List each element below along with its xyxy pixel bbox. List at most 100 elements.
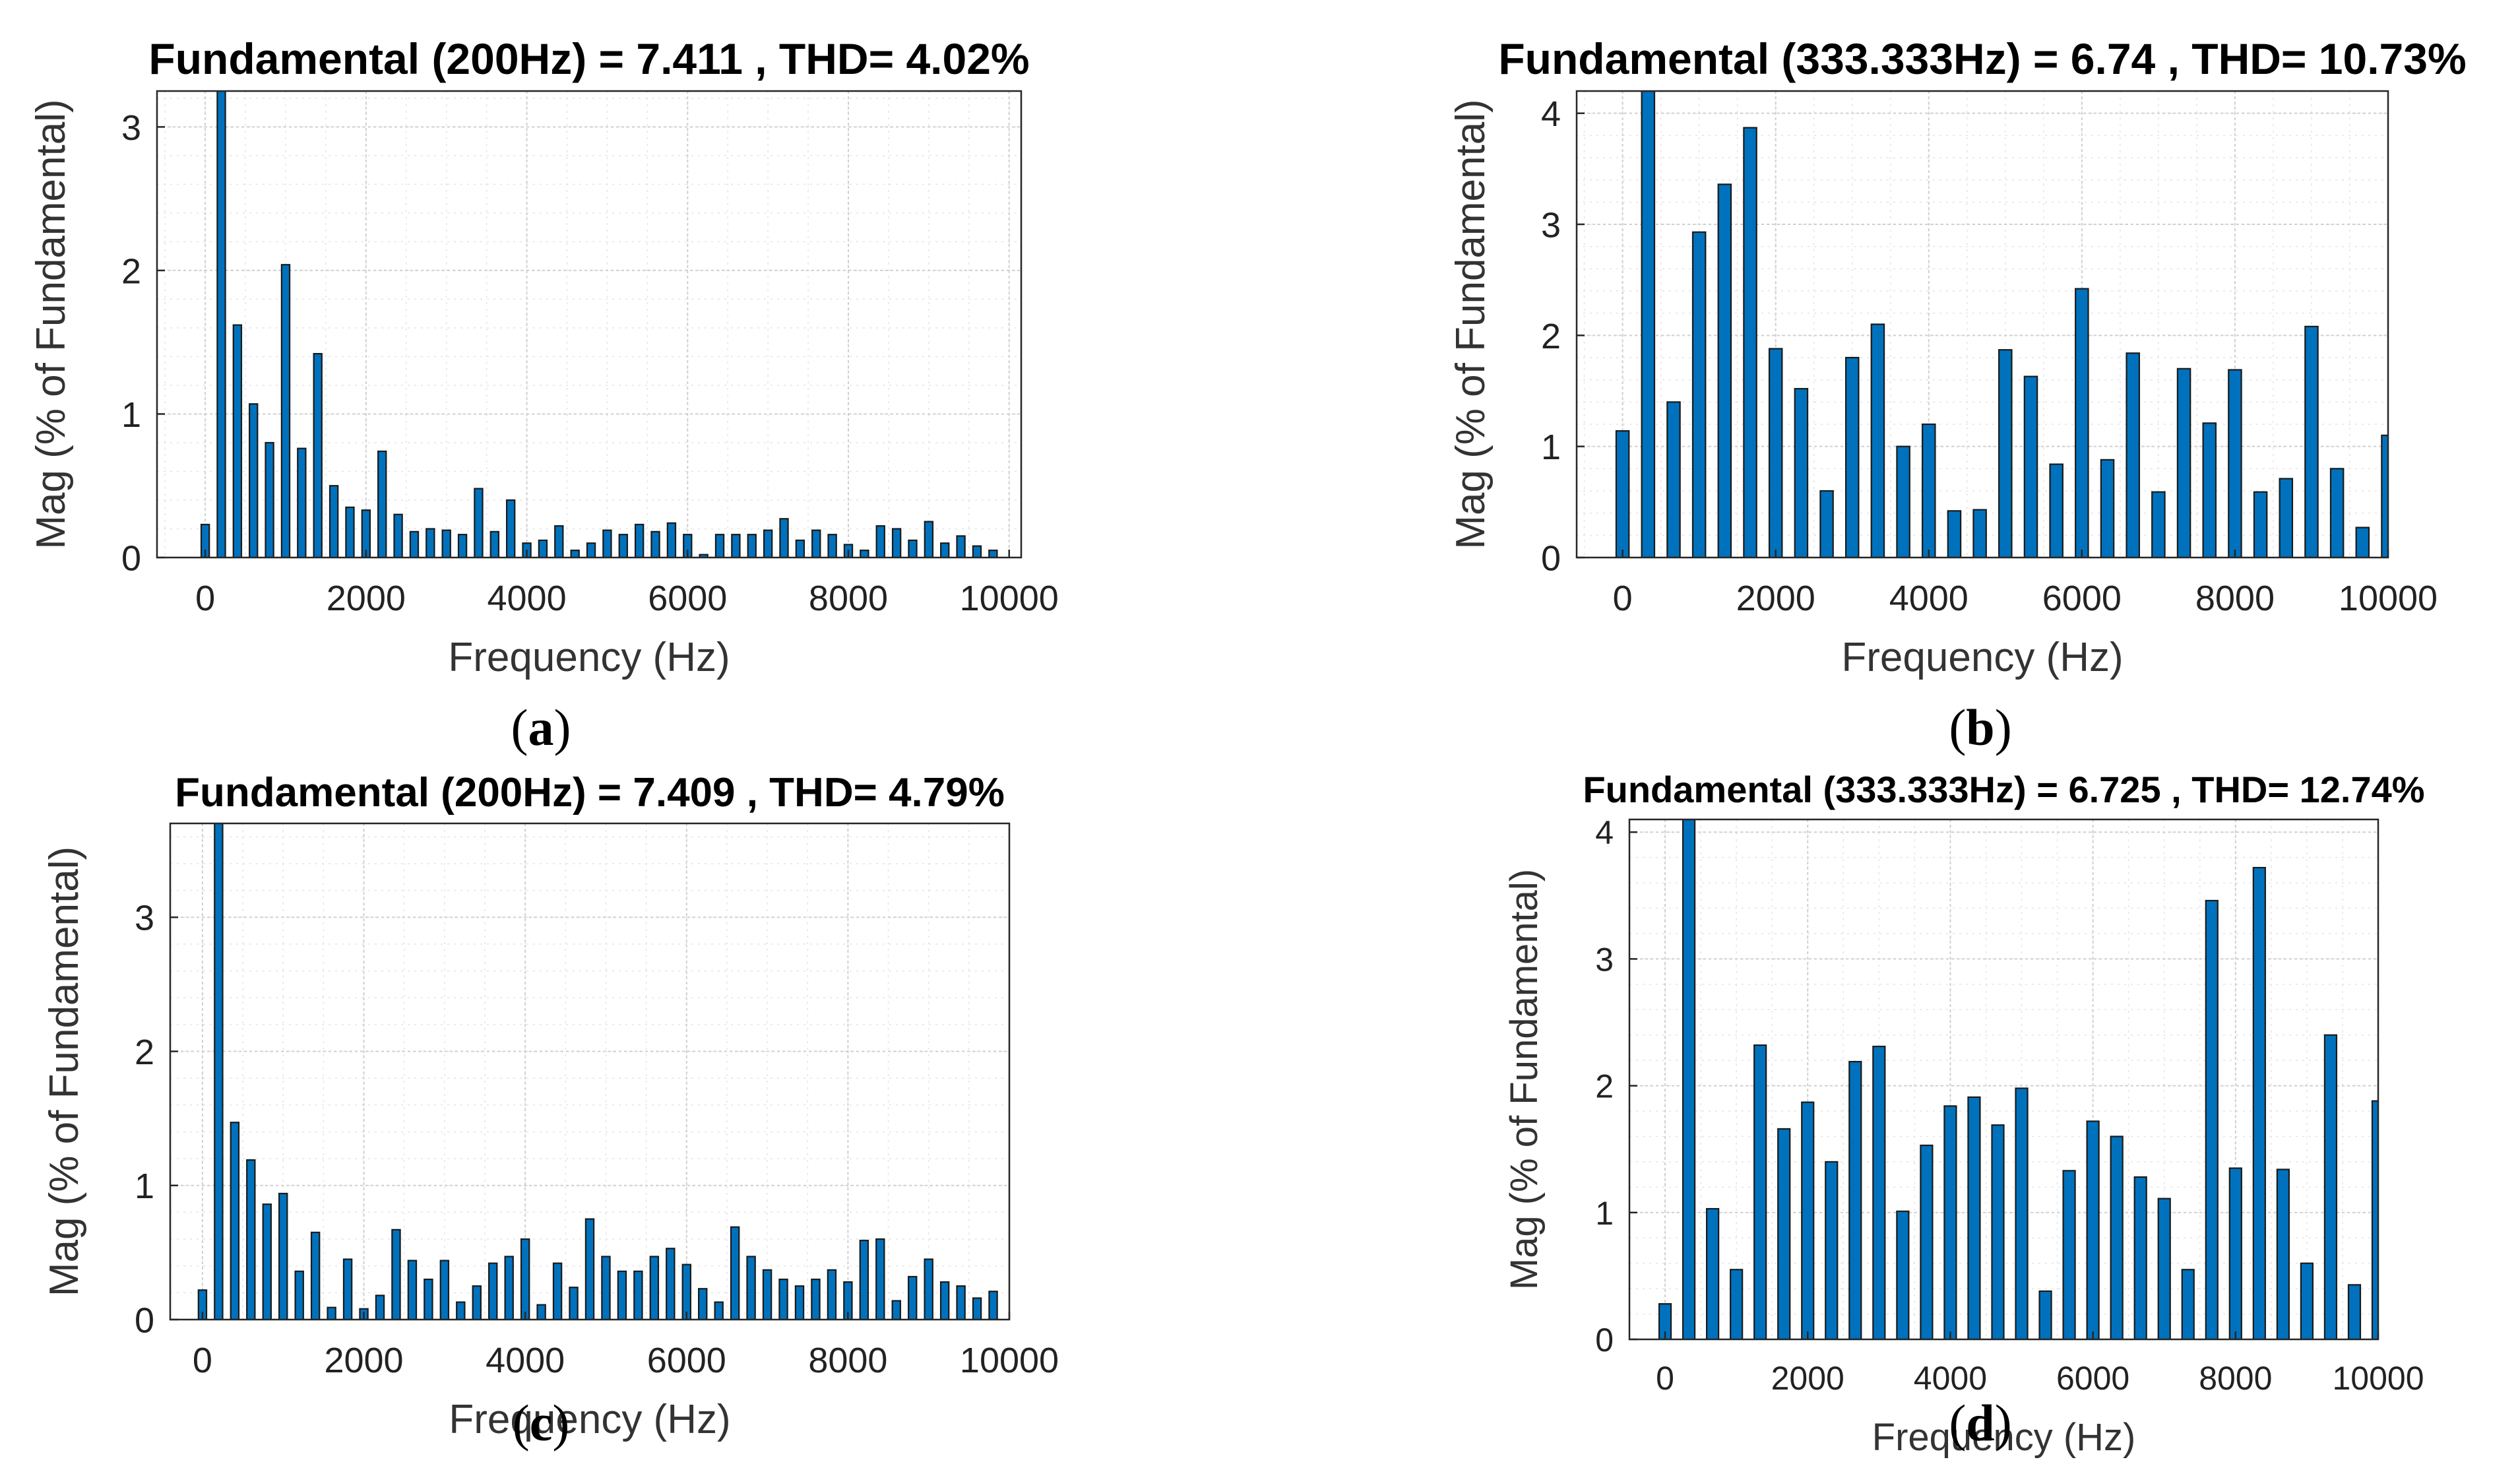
x-tick-label: 4000 <box>1914 1360 1987 1397</box>
bar <box>342 1258 353 1320</box>
bar <box>2381 434 2388 558</box>
x-tick-label: 2000 <box>1771 1360 1844 1397</box>
x-tick-label: 0 <box>1656 1360 1674 1397</box>
bar <box>891 528 902 558</box>
x-tick-label: 6000 <box>647 1341 726 1380</box>
bar-series <box>200 91 998 558</box>
bar <box>552 1262 563 1320</box>
bar <box>1691 231 1707 558</box>
x-tick-label: 6000 <box>2056 1360 2129 1397</box>
bar <box>554 525 564 558</box>
bar <box>730 1226 740 1320</box>
x-tick-label: 8000 <box>808 1341 887 1380</box>
axes-box <box>169 822 1011 1321</box>
bar <box>1825 1161 1839 1339</box>
bar <box>2228 1167 2242 1339</box>
bar <box>2347 1284 2362 1339</box>
bar <box>424 1278 433 1320</box>
bar <box>1730 1269 1744 1339</box>
y-tick-label: 1 <box>135 1166 154 1206</box>
x-axis-label: Frequency (Hz) <box>1872 1416 2136 1459</box>
bar <box>265 441 274 558</box>
x-tick-label: 4000 <box>1889 579 1969 618</box>
y-tick-label: 2 <box>1541 317 1561 356</box>
bar <box>2100 459 2115 558</box>
y-tick-label: 2 <box>121 251 141 291</box>
y-tick-label: 0 <box>135 1300 154 1340</box>
bar <box>634 523 645 558</box>
bar <box>313 352 323 558</box>
bar <box>216 91 226 558</box>
y-tick-label: 1 <box>1541 428 1561 467</box>
bar <box>2015 1087 2029 1339</box>
bar <box>649 1256 660 1320</box>
bar <box>278 1192 288 1320</box>
bar <box>891 1300 901 1320</box>
bar <box>2181 1269 2195 1339</box>
bar <box>520 1238 530 1320</box>
chart-title: Fundamental (200Hz) = 7.411 , THD= 4.02% <box>148 34 1029 83</box>
bar <box>908 539 918 558</box>
x-tick-label: 0 <box>195 579 215 618</box>
bar <box>375 1294 385 1320</box>
bar <box>763 529 773 558</box>
y-axis-label: Mag (% of Fundamental) <box>42 847 87 1296</box>
bar <box>2279 478 2294 558</box>
bar <box>1967 1096 1981 1339</box>
x-tick-label: 2000 <box>327 579 406 618</box>
bar <box>699 554 709 558</box>
y-tick-label: 3 <box>1595 941 1614 978</box>
bar <box>2323 1034 2338 1339</box>
y-axis-label: Mag (% of Fundamental) <box>1448 99 1494 549</box>
bar <box>2304 325 2319 558</box>
bar <box>940 542 950 558</box>
bar <box>1682 819 1696 1339</box>
chart-panel-b: 0 2000 4000 6000 8000 10000 0 1 2 3 4 Fundamental (… <box>1260 0 2520 735</box>
bar <box>1706 1207 1720 1339</box>
bar <box>714 534 725 558</box>
y-tick-label: 4 <box>1595 814 1614 851</box>
y-axis-label: Mag (% of Fundamental) <box>1503 869 1546 1290</box>
bar-series <box>1615 91 2388 558</box>
bar <box>908 1275 918 1320</box>
bar <box>666 1248 676 1320</box>
bar <box>425 528 435 558</box>
bar <box>1920 1144 1934 1339</box>
bar <box>2110 1135 2124 1339</box>
x-tick-label: 10000 <box>960 1341 1059 1380</box>
bar <box>214 823 224 1320</box>
axes-box <box>156 90 1023 559</box>
bar <box>746 1256 756 1320</box>
bar <box>683 534 693 558</box>
bar <box>345 506 355 558</box>
bar <box>1666 401 1681 558</box>
y-tick-label: 2 <box>1595 1068 1614 1105</box>
bar <box>197 1289 208 1320</box>
bar <box>489 530 500 558</box>
bar <box>778 1278 788 1320</box>
axes-box <box>1628 818 2379 1341</box>
bar <box>329 485 339 558</box>
bar <box>474 488 484 558</box>
x-tick-label: 6000 <box>2042 579 2122 618</box>
bar <box>2049 463 2063 558</box>
plot-area <box>1577 91 2388 558</box>
chart-title: Fundamental (200Hz) = 7.409 , THD= 4.79% <box>175 770 1005 815</box>
bar <box>2205 899 2219 1339</box>
bar <box>1641 91 1656 558</box>
chart-d-svg: 0 2000 4000 6000 8000 10000 0 1 2 3 4 Fundamental (… <box>1503 769 2425 1459</box>
bar <box>1794 388 1809 558</box>
bar <box>779 518 789 558</box>
bar <box>584 1218 595 1320</box>
caption-b: (b) <box>1949 699 2012 756</box>
bar <box>827 1269 837 1320</box>
chart-b-svg: 0 2000 4000 6000 8000 10000 0 1 2 3 4 Fundamental (… <box>1448 34 2467 680</box>
bar <box>2329 468 2345 558</box>
bar <box>391 1229 401 1320</box>
x-tick-label: 8000 <box>2195 579 2275 618</box>
y-tick-label: 0 <box>121 538 141 578</box>
y-tick-label: 0 <box>1541 538 1561 578</box>
bar <box>698 1288 708 1320</box>
bar <box>2038 1290 2052 1339</box>
